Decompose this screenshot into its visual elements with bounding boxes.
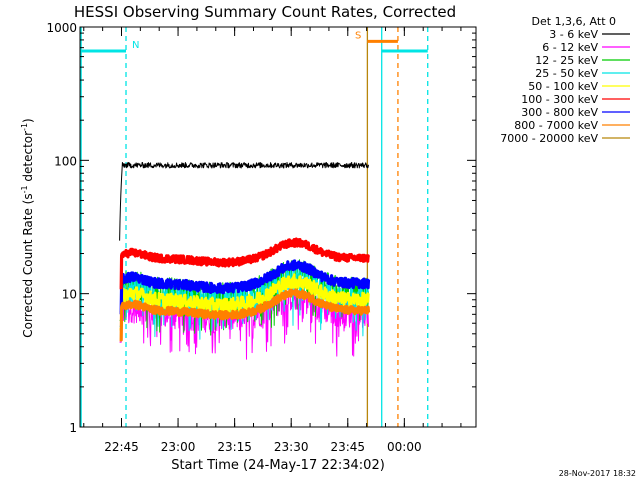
x-axis-label: Start Time (24-May-17 22:34:02) bbox=[171, 458, 385, 473]
x-tick-label: 00:00 bbox=[387, 440, 422, 454]
legend-label: 6 - 12 keV bbox=[542, 41, 598, 54]
x-tick-label: 23:30 bbox=[274, 440, 309, 454]
plot-area: NS bbox=[80, 27, 429, 427]
y-tick-label: 100 bbox=[54, 154, 77, 168]
x-tick-label: 23:00 bbox=[161, 440, 196, 454]
y-axis-label-mid: detector bbox=[21, 131, 35, 186]
x-tick-label: 22:45 bbox=[104, 440, 139, 454]
chart-title: HESSI Observing Summary Count Rates, Cor… bbox=[74, 3, 456, 21]
y-axis-label-sup2: -1 bbox=[20, 123, 29, 131]
y-axis-label-end: ) bbox=[21, 118, 35, 123]
series-line-4 bbox=[118, 273, 370, 331]
legend-label: 300 - 800 keV bbox=[521, 106, 598, 119]
legend-label: 7000 - 20000 keV bbox=[500, 132, 598, 145]
vertical-markers bbox=[80, 27, 429, 427]
legend-label: 800 - 7000 keV bbox=[514, 119, 598, 132]
y-tick-label: 10 bbox=[62, 288, 77, 302]
series-line-0 bbox=[119, 162, 369, 241]
legend-header: Det 1,3,6, Att 0 bbox=[532, 15, 616, 28]
y-axis-label-sup1: -1 bbox=[20, 185, 29, 193]
legend-label: 12 - 25 keV bbox=[535, 54, 598, 67]
interval-marker-label: N bbox=[132, 40, 139, 51]
y-axis-label: Corrected Count Rate (s-1 detector-1) bbox=[20, 118, 35, 337]
series-line-7 bbox=[118, 288, 371, 342]
interval-markers: NS bbox=[81, 30, 428, 53]
footer-timestamp: 28-Nov-2017 18:32 bbox=[559, 469, 636, 478]
legend-label: 25 - 50 keV bbox=[535, 67, 598, 80]
series-line-6 bbox=[118, 259, 371, 315]
legend-label: 3 - 6 keV bbox=[549, 28, 598, 41]
y-axis-label-main: Corrected Count Rate (s bbox=[21, 193, 35, 337]
plot-frame bbox=[79, 26, 477, 428]
y-tick-label: 1000 bbox=[46, 21, 77, 35]
legend-label: 100 - 300 keV bbox=[521, 93, 598, 106]
x-tick-label: 23:15 bbox=[217, 440, 252, 454]
series-line-1 bbox=[119, 283, 369, 360]
x-axis-ticks: 22:45 23:00 23:15 23:30 23:45 00:00 bbox=[83, 27, 462, 454]
series-layer bbox=[118, 162, 371, 360]
y-axis-ticks: 1 10 100 1000 bbox=[46, 21, 476, 435]
legend-label: 50 - 100 keV bbox=[528, 80, 598, 93]
series-line-5 bbox=[118, 237, 371, 290]
y-tick-label: 1 bbox=[69, 421, 77, 435]
x-tick-label: 23:45 bbox=[330, 440, 365, 454]
interval-marker-label: S bbox=[355, 30, 361, 41]
